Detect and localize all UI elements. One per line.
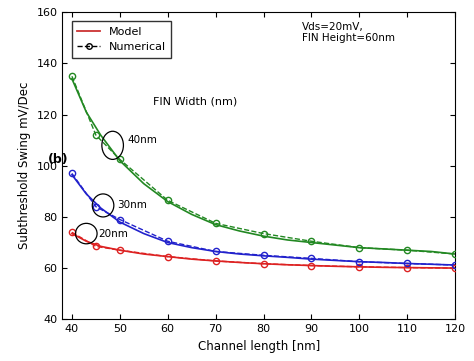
Text: Vds=20mV,
FIN Height=60nm: Vds=20mV, FIN Height=60nm — [302, 22, 395, 43]
Text: 20nm: 20nm — [98, 229, 128, 239]
Text: FIN Width (nm): FIN Width (nm) — [154, 97, 237, 107]
Text: (b): (b) — [48, 153, 69, 166]
X-axis label: Channel length [nm]: Channel length [nm] — [198, 340, 320, 353]
Text: 30nm: 30nm — [118, 200, 147, 210]
Y-axis label: Subthreshold Swing mV/Dec: Subthreshold Swing mV/Dec — [18, 82, 31, 249]
Text: 40nm: 40nm — [127, 135, 157, 145]
Legend: Model, Numerical: Model, Numerical — [72, 21, 171, 58]
